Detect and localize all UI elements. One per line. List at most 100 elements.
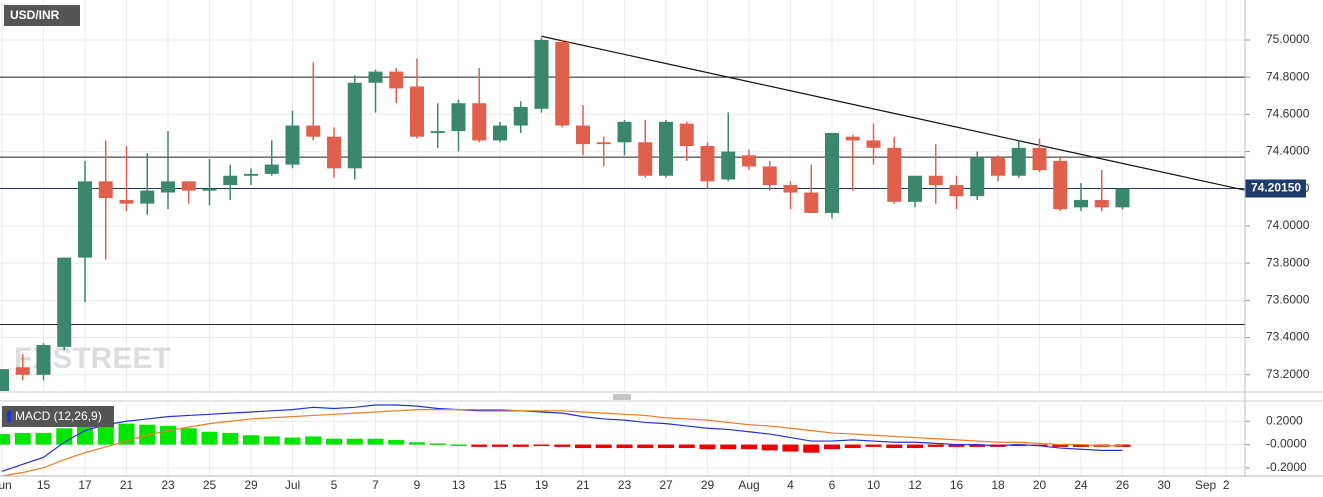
- histogram-bar: [1073, 444, 1089, 447]
- histogram-bar: [927, 444, 944, 447]
- histogram-bar: [492, 444, 508, 447]
- candle-body: [410, 86, 424, 137]
- candle-body: [1115, 188, 1130, 208]
- histogram-bar: [575, 444, 591, 449]
- macd-legend-box: [2, 406, 114, 427]
- x-tick-label: Jun: [0, 478, 12, 492]
- histogram-bar: [512, 444, 529, 447]
- candle-body: [1032, 147, 1047, 171]
- macd-line: [1, 409, 1123, 476]
- y-tick-label: 75.0000: [1266, 32, 1310, 46]
- macd-legend-swatch: [7, 411, 11, 422]
- candle-body: [783, 185, 798, 193]
- histogram-bar: [1052, 444, 1069, 447]
- macd-legend: MACD (12,26,9): [15, 409, 102, 423]
- histogram-bar: [699, 444, 716, 450]
- candle-body: [555, 41, 570, 126]
- candle-body: [991, 157, 1005, 176]
- trendline: [541, 35, 1245, 191]
- candle-body: [1074, 199, 1088, 208]
- y-tick-label: 74.8000: [1266, 69, 1310, 83]
- candle-body: [119, 199, 134, 204]
- candle-body: [98, 181, 113, 199]
- last-price-label: 74.20150: [1251, 181, 1301, 195]
- x-tick-label: 29: [701, 478, 715, 492]
- x-tick-label: 7: [372, 478, 379, 492]
- histogram-bar: [429, 443, 446, 445]
- candle-body: [161, 181, 175, 193]
- histogram-bar: [554, 444, 571, 447]
- x-tick-label: 27: [659, 478, 673, 492]
- histogram-bar: [678, 444, 695, 449]
- axes: Jun 15 17 21 23 25 29 Jul 5 7 9 13 15 19 21 23 27 29 Aug 4 6…: [0, 32, 1310, 492]
- candle-body: [534, 39, 549, 109]
- candle-body: [908, 175, 922, 202]
- histogram-bar: [1010, 444, 1027, 447]
- y-tick-label: 73.2000: [1266, 367, 1310, 381]
- macd-pane: [0, 404, 1131, 476]
- x-tick-label: 25: [203, 478, 217, 492]
- histogram-bar: [388, 439, 405, 445]
- histogram-bar: [907, 444, 923, 449]
- x-tick-label: 21: [576, 478, 590, 492]
- x-tick-label: 15: [37, 478, 51, 492]
- y-tick-label: 74.0000: [1266, 218, 1310, 232]
- histogram-bar: [637, 444, 654, 449]
- histogram-bar: [761, 444, 778, 451]
- histogram-bar: [243, 435, 259, 445]
- x-tick-label: 30: [1157, 478, 1171, 492]
- histogram-bar: [222, 432, 239, 445]
- y-tick-label: 73.6000: [1266, 293, 1310, 307]
- candle-body: [659, 121, 673, 176]
- x-tick-label: 4: [787, 478, 794, 492]
- histogram-bar: [409, 442, 425, 445]
- x-tick-label: 15: [493, 478, 507, 492]
- x-tick-label: 16: [950, 478, 964, 492]
- histogram-bar: [14, 432, 31, 445]
- candle-body: [264, 164, 279, 174]
- candle-body: [928, 175, 943, 186]
- x-tick-label: 13: [452, 478, 466, 492]
- histogram-bar: [201, 431, 218, 445]
- histogram-bar: [118, 423, 135, 445]
- histogram-bar: [720, 444, 737, 450]
- histogram-bar: [450, 444, 467, 447]
- x-tick-label: 20: [1033, 478, 1047, 492]
- symbol-label: USD/INR: [10, 8, 60, 22]
- candle-body: [327, 136, 341, 169]
- x-tick-label: 26: [1116, 478, 1130, 492]
- histogram-bar: [865, 444, 882, 447]
- histogram-bar: [969, 444, 986, 447]
- candle-body: [679, 123, 694, 146]
- x-tick-label: 18: [991, 478, 1005, 492]
- histogram-bar: [616, 444, 633, 449]
- candle-body: [949, 185, 964, 197]
- candle-body: [762, 166, 777, 186]
- candle-body: [451, 103, 466, 132]
- y-tick-label: 73.4000: [1266, 330, 1310, 344]
- candle-body: [493, 125, 507, 141]
- y-tick-label: -0.2000: [1266, 460, 1307, 474]
- y-tick-label: 74.6000: [1266, 107, 1310, 121]
- candle-body: [36, 344, 51, 375]
- x-tick-label: 9: [414, 478, 421, 492]
- candle-body: [306, 125, 321, 137]
- y-tick-label: 73.8000: [1266, 255, 1310, 269]
- x-tick-label: 19: [535, 478, 549, 492]
- main-pane: [0, 35, 1245, 391]
- candle-body: [202, 188, 217, 191]
- candle-body: [244, 173, 258, 176]
- candle-body: [140, 190, 155, 204]
- pane-handle[interactable]: [613, 394, 631, 400]
- last-price-box: [1245, 179, 1306, 198]
- candle-body: [78, 181, 92, 258]
- candle-body: [970, 157, 985, 197]
- histogram-bar: [160, 425, 176, 445]
- histogram-bar: [326, 438, 342, 445]
- plot-background: [0, 0, 1245, 391]
- x-tick-label: 17: [78, 478, 92, 492]
- candle-body: [825, 132, 839, 213]
- histogram-bar: [35, 432, 52, 445]
